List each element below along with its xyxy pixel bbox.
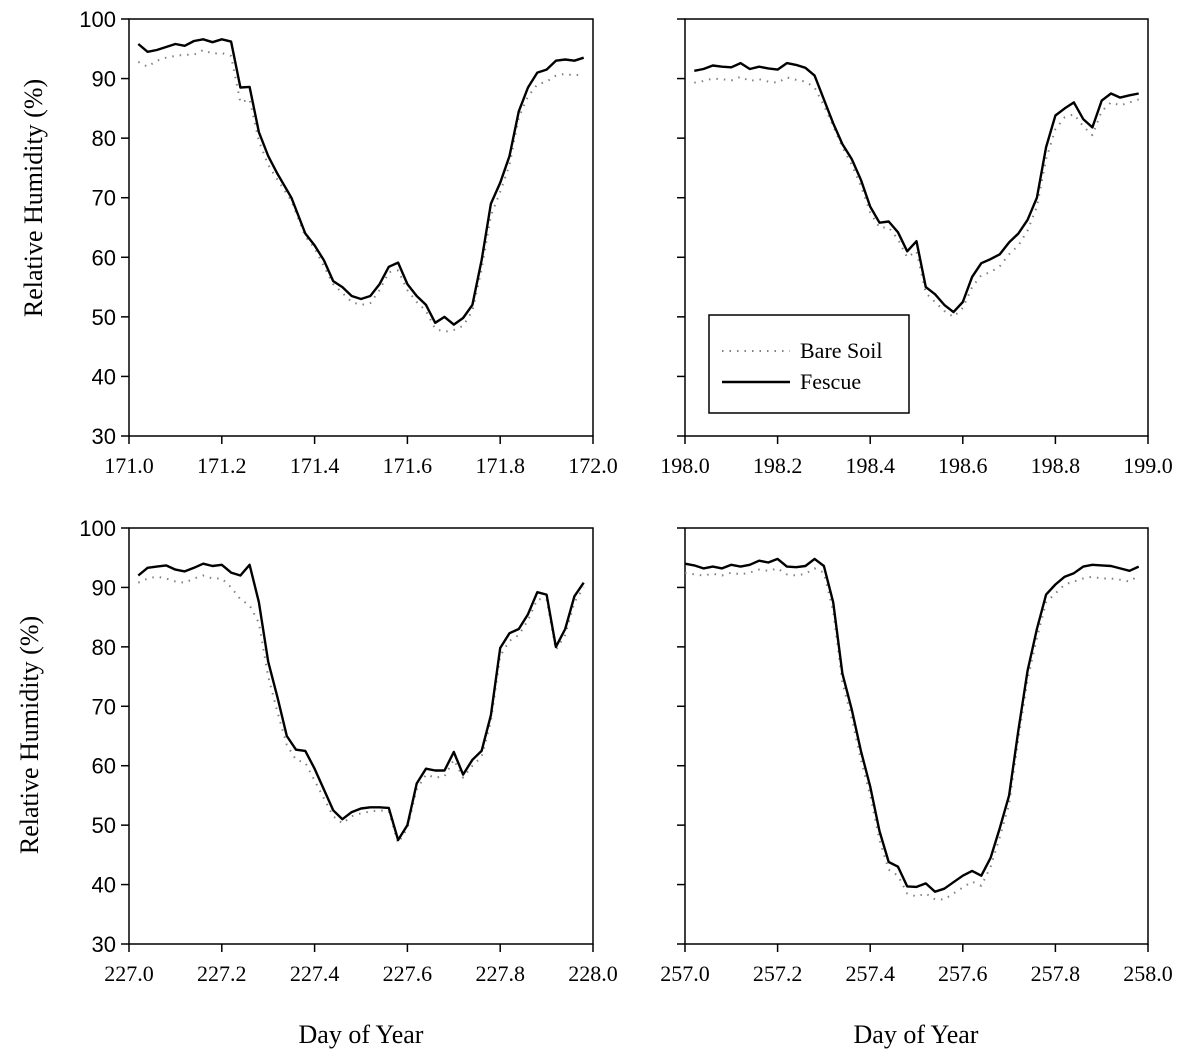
x-tick-label: 171.0 xyxy=(104,453,154,478)
x-tick-label: 171.2 xyxy=(197,453,247,478)
plot-frame xyxy=(128,18,594,437)
x-tick-label: 257.4 xyxy=(845,961,895,986)
legend-label-fescue: Fescue xyxy=(800,369,861,394)
x-tick-label: 198.0 xyxy=(660,453,710,478)
x-tick-label: 171.8 xyxy=(475,453,525,478)
y-tick-label: 40 xyxy=(92,873,116,898)
x-tick-label: 199.0 xyxy=(1123,453,1173,478)
x-axis-title-left: Day of Year xyxy=(299,1020,424,1049)
y-tick-label: 50 xyxy=(92,813,116,838)
chart-panel-bottom-left: 30 40 50 60 70 80 90 100 227.0 227.2 227.4 227.6 227… xyxy=(79,516,617,986)
x-tick-label: 172.0 xyxy=(568,453,618,478)
x-tick-label: 257.8 xyxy=(1031,961,1081,986)
chart-panel-bottom-right: 257.0 257.2 257.4 257.6 257.8 258.0 xyxy=(660,527,1173,986)
plot-frame xyxy=(684,527,1149,945)
y-tick-label: 30 xyxy=(92,424,116,449)
series-line-fescue xyxy=(137,562,585,842)
series-line-bare-soil xyxy=(684,567,1140,901)
chart-panel-top-left: 30 40 50 60 70 80 90 100 171.0 171.2 171.4 171.6 171… xyxy=(79,7,617,478)
y-tick-label: 70 xyxy=(92,694,116,719)
plot-frame xyxy=(128,527,594,945)
plot-frame xyxy=(684,18,1149,437)
legend-label-bare-soil: Bare Soil xyxy=(800,338,883,363)
series-line-fescue xyxy=(694,61,1139,314)
x-tick-label: 227.0 xyxy=(104,961,154,986)
x-tick-label: 257.0 xyxy=(660,961,710,986)
y-tick-label: 80 xyxy=(92,126,116,151)
y-tick-label: 30 xyxy=(92,932,116,957)
series-line-bare-soil xyxy=(694,75,1140,318)
y-tick-label: 100 xyxy=(79,7,116,32)
x-tick-label: 198.2 xyxy=(753,453,803,478)
chart-panel-top-right: 198.0 198.2 198.4 198.6 198.8 199.0 xyxy=(660,18,1173,478)
x-tick-label: 198.8 xyxy=(1031,453,1081,478)
y-tick-label: 60 xyxy=(92,754,116,779)
series-line-fescue xyxy=(684,557,1140,893)
x-tick-label: 257.6 xyxy=(938,961,988,986)
x-tick-label: 258.0 xyxy=(1123,961,1173,986)
legend-box xyxy=(708,314,910,414)
x-tick-label: 227.2 xyxy=(197,961,247,986)
y-tick-label: 90 xyxy=(92,67,116,92)
series-line-bare-soil xyxy=(137,49,584,333)
y-tick-label: 90 xyxy=(92,575,116,600)
x-tick-label: 227.8 xyxy=(475,961,525,986)
series-line-bare-soil xyxy=(137,574,585,844)
legend: Bare Soil Fescue xyxy=(708,314,910,414)
x-tick-label: 257.2 xyxy=(753,961,803,986)
y-axis-title-top: Relative Humidity (%) xyxy=(19,79,48,317)
x-axis-title-right: Day of Year xyxy=(854,1020,979,1049)
series-line-fescue xyxy=(137,38,585,326)
x-tick-label: 227.4 xyxy=(290,961,340,986)
y-tick-label: 70 xyxy=(92,186,116,211)
x-tick-label: 198.6 xyxy=(938,453,988,478)
y-tick-label: 40 xyxy=(92,364,116,389)
x-tick-label: 171.4 xyxy=(290,453,340,478)
y-tick-label: 50 xyxy=(92,305,116,330)
x-tick-label: 198.4 xyxy=(845,453,895,478)
x-tick-label: 228.0 xyxy=(568,961,618,986)
y-tick-label: 80 xyxy=(92,635,116,660)
x-tick-label: 171.6 xyxy=(383,453,433,478)
y-tick-label: 100 xyxy=(79,516,116,541)
x-tick-label: 227.6 xyxy=(383,961,433,986)
y-tick-label: 60 xyxy=(92,245,116,270)
y-axis-title-bottom: Relative Humidity (%) xyxy=(15,616,44,854)
